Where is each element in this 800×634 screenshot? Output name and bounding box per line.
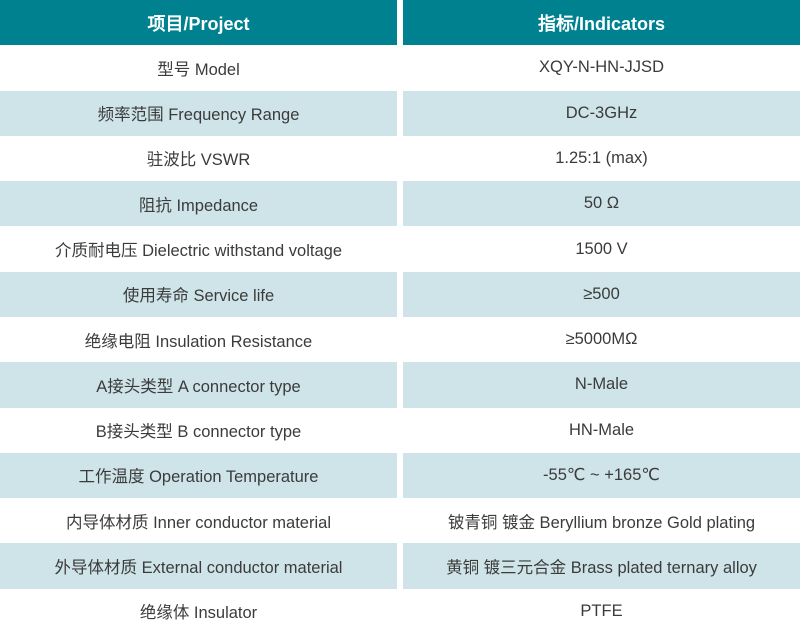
project-cell: 绝缘电阻 Insulation Resistance xyxy=(0,316,397,363)
indicator-cell: 黄铜 镀三元合金 Brass plated ternary alloy xyxy=(403,543,800,589)
column-divider xyxy=(397,588,403,634)
project-cell: B接头类型 B connector type xyxy=(0,407,397,453)
indicators-column-header: 指标/Indicators xyxy=(403,0,800,46)
project-cell: 工作温度 Operation Temperature xyxy=(0,452,397,499)
table-row-a-connector-type: A接头类型 A connector type N-Male xyxy=(0,362,800,408)
table-row-impedance: 阻抗 Impedance 50 Ω xyxy=(0,181,800,227)
column-divider xyxy=(397,135,403,182)
column-divider xyxy=(397,45,403,91)
table-row-vswr: 驻波比 VSWR 1.25:1 (max) xyxy=(0,135,800,182)
indicator-cell: N-Male xyxy=(403,362,800,408)
project-cell: 使用寿命 Service life xyxy=(0,271,397,317)
table-row-inner-conductor-material: 内导体材质 Inner conductor material 铍青铜 镀金 Be… xyxy=(0,498,800,544)
indicator-cell: ≥500 xyxy=(403,271,800,317)
project-column-header: 项目/Project xyxy=(0,0,397,46)
project-cell: 型号 Model xyxy=(0,45,397,91)
column-divider xyxy=(397,498,403,544)
column-divider xyxy=(397,271,403,317)
table-row-service-life: 使用寿命 Service life ≥500 xyxy=(0,271,800,317)
table-row-insulator: 绝缘体 Insulator PTFE xyxy=(0,588,800,634)
table-row-frequency-range: 频率范围 Frequency Range DC-3GHz xyxy=(0,90,800,136)
column-divider xyxy=(397,362,403,408)
table-row-dielectric-withstand-voltage: 介质耐电压 Dielectric withstand voltage 1500 … xyxy=(0,226,800,272)
project-cell: 介质耐电压 Dielectric withstand voltage xyxy=(0,226,397,272)
column-divider xyxy=(397,0,403,46)
project-cell: 绝缘体 Insulator xyxy=(0,588,397,634)
project-cell: 频率范围 Frequency Range xyxy=(0,90,397,136)
indicator-cell: 50 Ω xyxy=(403,181,800,227)
indicator-cell: XQY-N-HN-JJSD xyxy=(403,45,800,91)
project-cell: 内导体材质 Inner conductor material xyxy=(0,498,397,544)
column-divider xyxy=(397,316,403,363)
table-row-operation-temperature: 工作温度 Operation Temperature -55℃ ~ +165℃ xyxy=(0,452,800,499)
project-cell: 驻波比 VSWR xyxy=(0,135,397,182)
indicator-cell: 1.25:1 (max) xyxy=(403,135,800,182)
indicator-cell: 铍青铜 镀金 Beryllium bronze Gold plating xyxy=(403,498,800,544)
project-cell: 阻抗 Impedance xyxy=(0,181,397,227)
column-divider xyxy=(397,543,403,589)
column-divider xyxy=(397,90,403,136)
indicator-cell: -55℃ ~ +165℃ xyxy=(403,452,800,499)
indicator-cell: DC-3GHz xyxy=(403,90,800,136)
indicator-cell: 1500 V xyxy=(403,226,800,272)
table-row-insulation-resistance: 绝缘电阻 Insulation Resistance ≥5000MΩ xyxy=(0,316,800,363)
indicator-cell: HN-Male xyxy=(403,407,800,453)
table-row-model: 型号 Model XQY-N-HN-JJSD xyxy=(0,45,800,91)
table-header-row: 项目/Project 指标/Indicators xyxy=(0,0,800,46)
column-divider xyxy=(397,452,403,499)
indicator-cell: PTFE xyxy=(403,588,800,634)
table-row-b-connector-type: B接头类型 B connector type HN-Male xyxy=(0,407,800,453)
indicator-cell: ≥5000MΩ xyxy=(403,316,800,363)
column-divider xyxy=(397,407,403,453)
column-divider xyxy=(397,226,403,272)
project-cell: A接头类型 A connector type xyxy=(0,362,397,408)
project-cell: 外导体材质 External conductor material xyxy=(0,543,397,589)
column-divider xyxy=(397,181,403,227)
table-row-external-conductor-material: 外导体材质 External conductor material 黄铜 镀三元… xyxy=(0,543,800,589)
